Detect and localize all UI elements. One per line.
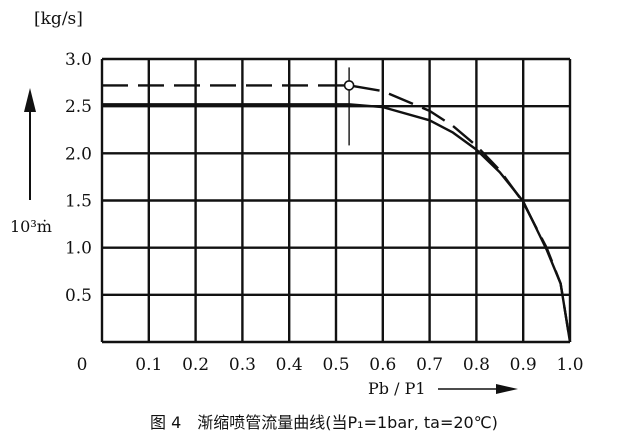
x-tick-label: 1.0 [556, 355, 583, 375]
y-tick-label: 0.5 [65, 286, 92, 306]
x-tick-label: 0.7 [416, 355, 443, 375]
y-side-label: 10³ṁ [10, 217, 52, 236]
figure-caption: 图 4 渐缩喷管流量曲线(当P₁=1bar, ta=20℃) [150, 413, 498, 432]
critical-point-marker [343, 80, 355, 91]
x-tick-label: 0 [77, 355, 88, 375]
x-tick-label: 0.2 [182, 355, 209, 375]
x-axis-label: Pb / P1 [368, 379, 426, 398]
series-line-dashed [102, 84, 572, 343]
annotation-group [343, 67, 355, 146]
x-tick-label: 0.1 [135, 355, 162, 375]
y-tick-label: 2.0 [65, 144, 92, 164]
x-tick-label: 0.8 [463, 355, 490, 375]
y-axis-arrow [24, 88, 36, 200]
x-tick-label: 0.5 [322, 355, 349, 375]
x-tick-labels: 0 0.1 0.2 0.3 0.4 0.5 0.6 0.7 0.8 0.9 1.0 [77, 355, 584, 375]
x-axis-arrow [438, 384, 518, 394]
x-tick-label: 0.4 [276, 355, 303, 375]
x-tick-label: 0.3 [229, 355, 256, 375]
y-tick-label: 3.0 [65, 50, 92, 70]
y-tick-labels: 0.5 1.0 1.5 2.0 2.5 3.0 [65, 50, 92, 306]
x-tick-label: 0.9 [510, 355, 537, 375]
x-tick-label: 0.6 [369, 355, 396, 375]
series-group [102, 84, 572, 343]
grid [100, 57, 572, 344]
y-tick-label: 1.0 [65, 239, 92, 259]
y-tick-label: 2.5 [65, 97, 92, 117]
y-unit-label: [kg/s] [34, 9, 83, 29]
y-tick-label: 1.5 [65, 192, 92, 212]
